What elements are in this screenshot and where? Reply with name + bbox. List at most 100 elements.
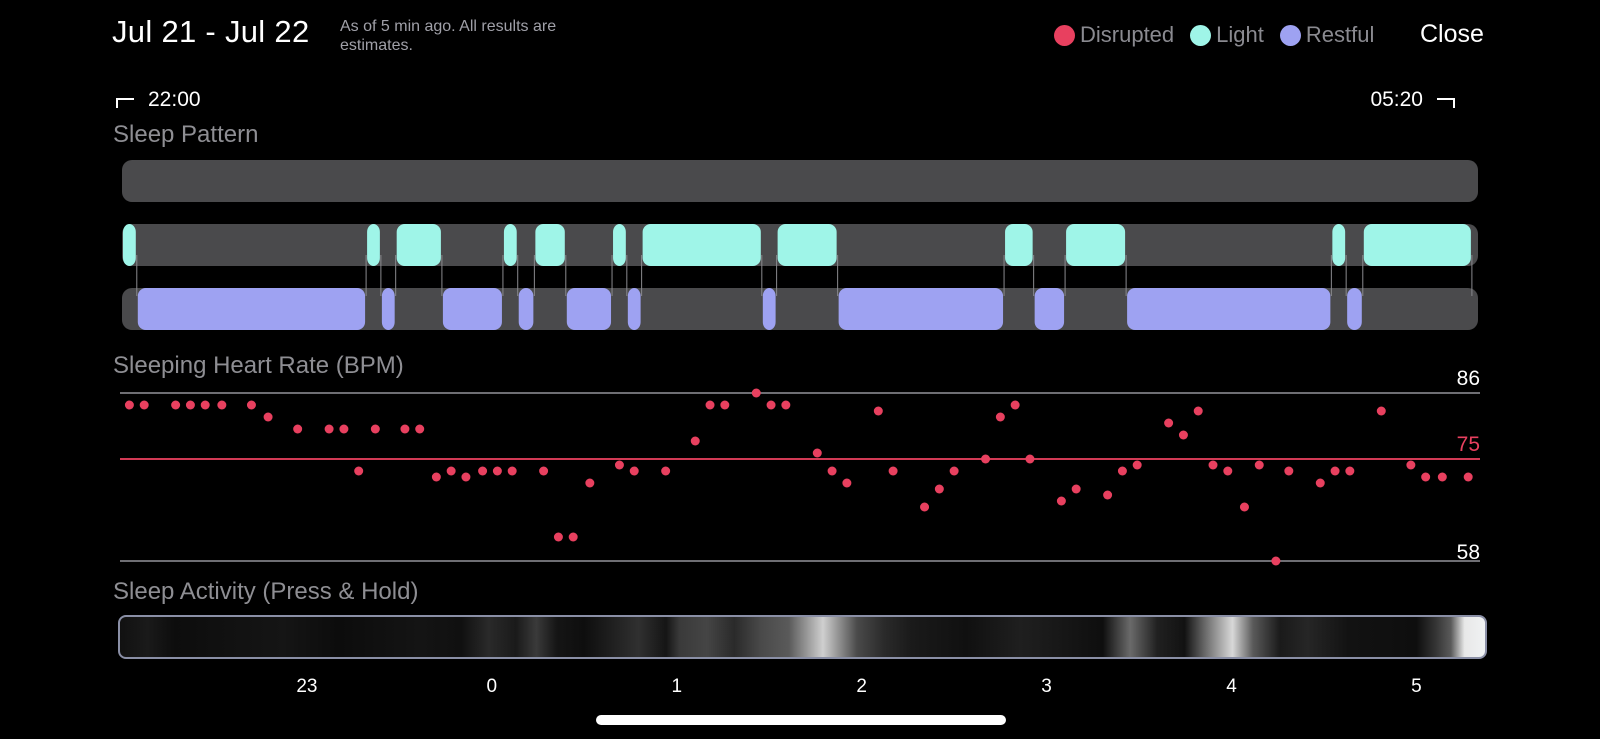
light-segment (1332, 224, 1346, 266)
restful-segment (1347, 288, 1362, 330)
legend-restful-label: Restful (1305, 22, 1375, 47)
min-label: 58 (1457, 541, 1480, 564)
heart-rate-point (1025, 454, 1035, 464)
heart-rate-point (1103, 490, 1113, 500)
heart-rate-point (1271, 556, 1281, 566)
axis-tick-label: 5 (1411, 676, 1422, 697)
heart-rate-point (766, 400, 776, 410)
heart-rate-point (171, 400, 181, 410)
heart-rate-point (1193, 406, 1203, 416)
heart-rate-point (1239, 502, 1249, 512)
restful-segment (1127, 288, 1331, 330)
heart-rate-point (585, 478, 595, 488)
light-segment (123, 224, 136, 266)
light-segment (396, 224, 441, 266)
heart-rate-point (781, 400, 791, 410)
heart-rate-point (1117, 466, 1127, 476)
heart-rate-point (661, 466, 671, 476)
heart-rate-point (1010, 400, 1020, 410)
heart-rate-point (995, 412, 1005, 422)
heart-rate-point (400, 424, 410, 434)
axis-tick-label: 4 (1226, 676, 1237, 697)
light-segment (613, 224, 626, 266)
time-end: 05:20 (1370, 88, 1455, 112)
light-segment (777, 224, 837, 266)
axis-tick-label: 0 (486, 676, 498, 697)
heart-rate-point (873, 406, 883, 416)
light-segment (1363, 224, 1471, 266)
time-start: 22:00 (116, 88, 201, 112)
heart-rate-point (1406, 460, 1416, 470)
heart-rate-point (1463, 472, 1473, 482)
light-segment (1005, 224, 1033, 266)
time-start-label: 22:00 (148, 88, 201, 111)
heart-rate-point (1223, 466, 1233, 476)
legend-light-label: Light (1216, 22, 1264, 47)
heart-rate-point (492, 466, 502, 476)
heart-rate-point (139, 400, 149, 410)
restful-segment (137, 288, 366, 330)
heart-rate-point (461, 472, 471, 482)
heart-rate-point (200, 400, 210, 410)
heart-rate-point (1345, 466, 1355, 476)
heart-rate-point (949, 466, 959, 476)
heart-rate-point (431, 472, 441, 482)
restful-segment (518, 288, 534, 330)
heart-rate-point (842, 478, 852, 488)
restful-segment (838, 288, 1004, 330)
heart-rate-point (339, 424, 349, 434)
heart-rate-point (827, 466, 837, 476)
heart-rate-point (354, 466, 364, 476)
time-end-label: 05:20 (1370, 88, 1423, 111)
legend: Disrupted Light Restful (1054, 22, 1390, 48)
heart-rate-chart: 86 75 58 (120, 367, 1480, 566)
date-range-title: Jul 21 - Jul 22 (112, 14, 310, 49)
heart-rate-point (568, 532, 578, 542)
legend-disrupted: Disrupted (1054, 22, 1174, 48)
heart-rate-point (1164, 418, 1174, 428)
heart-rate-point (614, 460, 624, 470)
close-button[interactable]: Close (1420, 20, 1484, 48)
heart-rate-point (1178, 430, 1188, 440)
avg-label: 75 (1457, 433, 1480, 456)
heart-rate-point (1284, 466, 1294, 476)
light-segment (1066, 224, 1126, 266)
heart-rate-point (1071, 484, 1081, 494)
light-segment (642, 224, 761, 266)
heart-rate-title: Sleeping Heart Rate (BPM) (113, 352, 404, 379)
heart-rate-point (217, 400, 227, 410)
heart-rate-point (629, 466, 639, 476)
restful-segment (566, 288, 612, 330)
heart-rate-point (1421, 472, 1431, 482)
axis-tick-label: 1 (671, 676, 683, 697)
heart-rate-point (324, 424, 334, 434)
estimate-note: As of 5 min ago. All results are estimat… (340, 18, 557, 54)
restful-segment (381, 288, 395, 330)
light-segment (535, 224, 565, 266)
sleep-activity-bar[interactable] (118, 615, 1487, 659)
heart-rate-point (370, 424, 380, 434)
heart-rate-point (981, 454, 991, 464)
disrupted-track (122, 160, 1478, 202)
restful-segment (627, 288, 641, 330)
heart-rate-point (415, 424, 425, 434)
light-dot-icon (1190, 24, 1212, 46)
heart-rate-point (263, 412, 273, 422)
legend-light: Light (1190, 22, 1264, 48)
home-indicator[interactable] (596, 715, 1006, 725)
heart-rate-point (1208, 460, 1218, 470)
sleep-activity-title: Sleep Activity (Press & Hold) (113, 578, 419, 605)
heart-rate-point (751, 388, 761, 398)
disrupted-dot-icon (1054, 24, 1075, 46)
axis-tick-label: 23 (296, 676, 318, 697)
light-segment (367, 224, 380, 266)
heart-rate-point (1376, 406, 1386, 416)
heart-rate-point (720, 400, 730, 410)
heart-rate-point (293, 424, 303, 434)
heart-rate-point (934, 484, 944, 494)
heart-rate-point (690, 436, 700, 446)
heart-rate-point (888, 466, 898, 476)
start-bracket-icon (116, 98, 134, 108)
axis-tick-label: 2 (856, 676, 867, 697)
end-bracket-icon (1437, 98, 1455, 108)
